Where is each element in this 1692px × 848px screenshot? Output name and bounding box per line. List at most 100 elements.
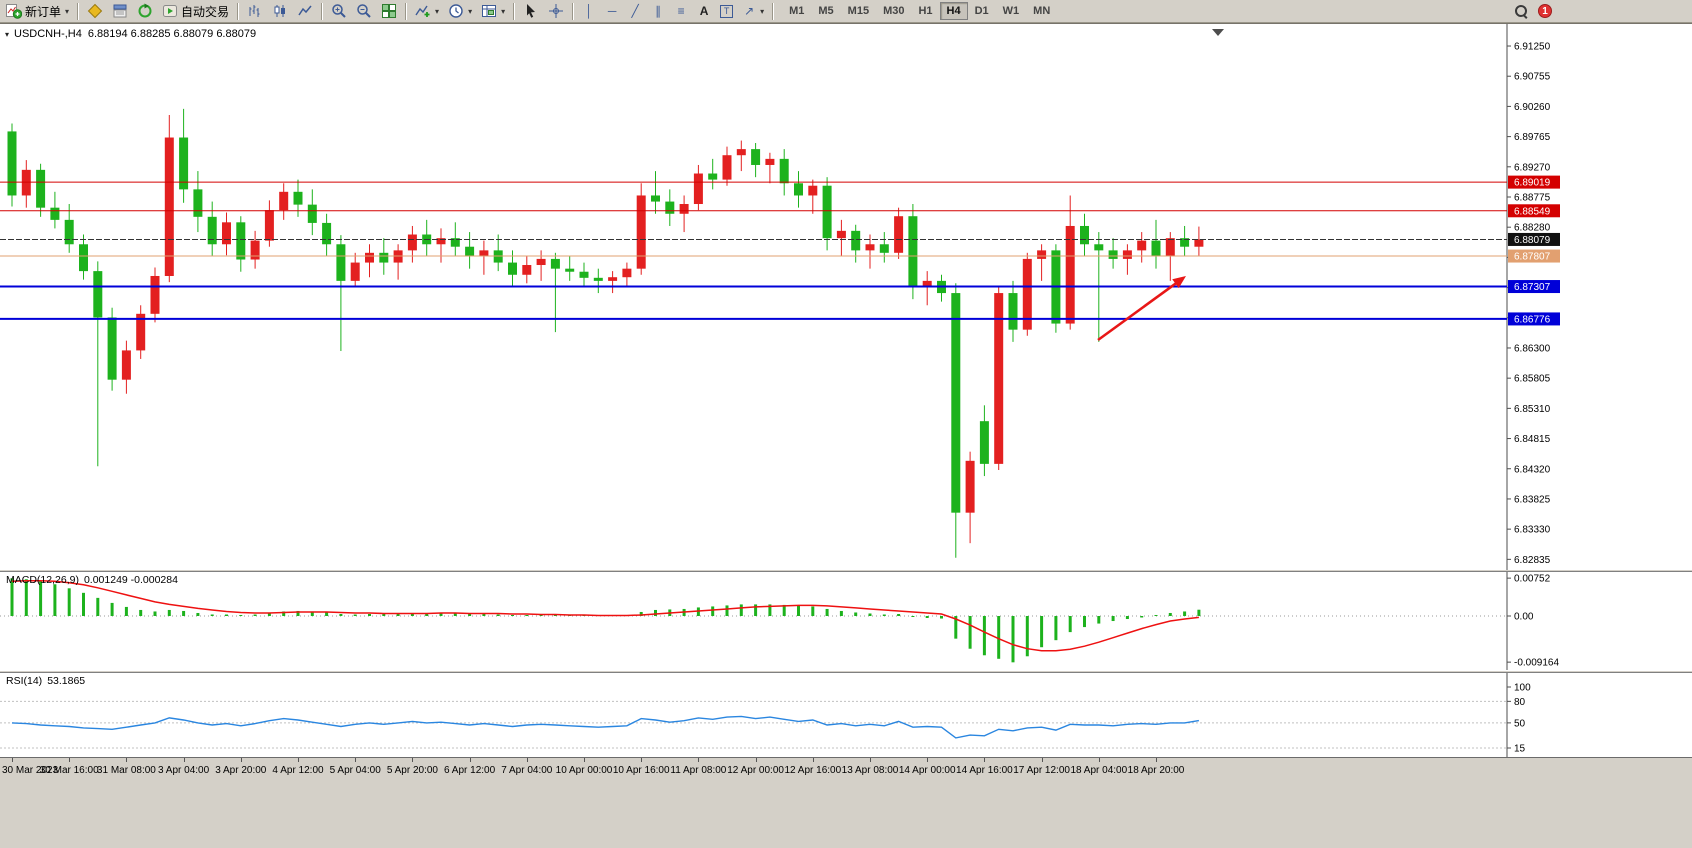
timeframe-d1[interactable]: D1 (974, 5, 989, 17)
refresh-button[interactable] (133, 1, 157, 21)
toolbar-separator (237, 2, 240, 20)
tile-windows-button[interactable] (377, 1, 401, 21)
timeframe-m30[interactable]: M30 (883, 5, 905, 17)
line-chart-button[interactable] (293, 1, 317, 21)
timeframe-m15[interactable]: M15 (847, 5, 870, 17)
zoom-in-icon (332, 4, 346, 18)
svg-text:6.89765: 6.89765 (1514, 132, 1551, 143)
svg-text:6.88280: 6.88280 (1514, 223, 1551, 234)
current-price-box (1508, 232, 1560, 246)
crosshair-button[interactable] (544, 1, 568, 21)
templates-caret-icon: ▾ (501, 6, 506, 16)
rsi-canvas[interactable]: 100 80 50 15 (0, 673, 1692, 757)
svg-text:6.90260: 6.90260 (1514, 102, 1551, 113)
timeframe-m5[interactable]: M5 (818, 5, 834, 17)
rsi-panel[interactable]: RSI(14) 53.1865 100 80 50 15 (0, 673, 1692, 757)
time-label: 30 Mar 2023 (2, 765, 59, 776)
svg-text:6.82835: 6.82835 (1514, 555, 1551, 566)
zoom-in-button[interactable] (327, 1, 351, 21)
cursor-button[interactable] (519, 1, 543, 21)
svg-text:80: 80 (1514, 697, 1526, 708)
chart-shift-marker[interactable] (1212, 29, 1224, 36)
candlestick-chart-button[interactable] (268, 1, 292, 21)
timeframe-w1[interactable]: W1 (1002, 5, 1020, 17)
vline-tool-button[interactable]: │ (578, 1, 600, 21)
svg-text:6.90755: 6.90755 (1514, 72, 1551, 83)
arrow-annotation[interactable] (1097, 278, 1182, 342)
price-chart-panel[interactable]: ▾ USDCNH-,H4 6.88194 6.88285 6.88079 6.8… (0, 23, 1692, 570)
indicators-caret-icon: ▾ (435, 6, 440, 16)
label-tool-button[interactable]: T (716, 1, 737, 21)
new-order-caret-icon: ▾ (65, 6, 70, 16)
svg-text:6.83330: 6.83330 (1514, 525, 1551, 536)
search-icon[interactable] (1514, 4, 1529, 19)
svg-text:6.85805: 6.85805 (1514, 374, 1551, 385)
time-label: 11 Apr 08:00 (670, 765, 727, 776)
svg-text:6.83825: 6.83825 (1514, 494, 1551, 505)
text-tool-button[interactable]: A (693, 1, 715, 21)
profiles-button[interactable] (83, 1, 107, 21)
timeframe-h4[interactable]: H4 (939, 2, 968, 20)
zoom-out-button[interactable] (352, 1, 376, 21)
clock-icon (449, 4, 463, 18)
hline-tool-button[interactable]: ─ (601, 1, 623, 21)
data-window-button[interactable] (108, 1, 132, 21)
svg-text:6.87307: 6.87307 (1514, 282, 1551, 293)
time-label: 12 Apr 16:00 (784, 765, 842, 776)
channel-tool-button[interactable]: ∥ (647, 1, 669, 21)
macd-signal-line (11, 580, 1199, 652)
svg-text:6.89270: 6.89270 (1514, 162, 1551, 173)
toolbar-separator (321, 2, 324, 20)
chart-title: ▾ USDCNH-,H4 6.88194 6.88285 6.88079 6.8… (5, 28, 256, 40)
time-label: 4 Apr 12:00 (272, 765, 324, 776)
vertical-line-icon: │ (585, 4, 593, 18)
time-label: 3 Apr 20:00 (215, 765, 267, 776)
templates-button[interactable]: ▾ (477, 1, 509, 21)
arrows-tool-button[interactable]: ↗ ▾ (738, 1, 768, 21)
time-tick (69, 758, 71, 762)
level-price-box (1508, 249, 1560, 263)
toolbar-separator (405, 2, 408, 20)
macd-panel[interactable]: MACD(12,26,9) 0.001249 -0.000284 0.00752 0… (0, 572, 1692, 670)
notification-badge[interactable]: 1 (1538, 4, 1552, 18)
cursor-icon (527, 4, 536, 18)
panel-splitter[interactable] (0, 569, 1692, 572)
autotrading-button[interactable]: 自动交易 (158, 1, 233, 21)
panel-splitter[interactable] (0, 670, 1692, 673)
crosshair-icon (549, 4, 564, 18)
toolbar-separator (513, 2, 516, 20)
timeframe-mn[interactable]: MN (1033, 5, 1051, 17)
timeframe-m1[interactable]: M1 (789, 5, 805, 17)
periods-button[interactable]: ▾ (444, 1, 476, 21)
indicators-button[interactable]: ▾ (411, 1, 443, 21)
time-tick (469, 758, 471, 762)
fibonacci-tool-button[interactable]: ≡ (670, 1, 692, 21)
macd-canvas[interactable]: 0.00752 0.00 -0.009164 (0, 572, 1692, 670)
templates-icon (482, 5, 497, 17)
trendline-tool-button[interactable]: ╱ (624, 1, 646, 21)
svg-text:6.86776: 6.86776 (1514, 314, 1551, 325)
svg-text:100: 100 (1514, 683, 1531, 694)
level-price-box (1508, 175, 1560, 189)
toolbar-right-group: 1 (1514, 4, 1552, 19)
new-order-button[interactable]: 新订单 ▾ (2, 1, 73, 21)
level-price-box (1508, 312, 1560, 326)
level-price-box (1508, 204, 1560, 218)
timeframe-h1[interactable]: H1 (918, 5, 933, 17)
time-tick (812, 758, 814, 762)
candles-layer (7, 108, 1204, 558)
bar-chart-button[interactable] (243, 1, 267, 21)
arrows-tool-icon: ↗ (744, 4, 755, 18)
autotrading-label: 自动交易 (181, 4, 230, 19)
macd-name: MACD(12,26,9) (6, 574, 79, 586)
time-tick (412, 758, 414, 762)
price-chart-canvas[interactable]: 6.91250 6.90755 6.90260 6.89765 6.89270 6.887… (0, 24, 1692, 570)
time-axis[interactable]: 30 Mar 2023 30 Mar 16:00 31 Mar 08:00 3 Apr… (0, 757, 1692, 848)
zoom-out-icon (357, 4, 371, 18)
symbol-label: USDCNH-,H4 (14, 28, 82, 40)
svg-text:6.89019: 6.89019 (1514, 178, 1551, 189)
profiles-icon (87, 3, 103, 19)
time-tick (183, 758, 185, 762)
one-click-trading-toggle[interactable]: ▾ (5, 29, 10, 39)
candlestick-chart-icon (274, 5, 286, 17)
